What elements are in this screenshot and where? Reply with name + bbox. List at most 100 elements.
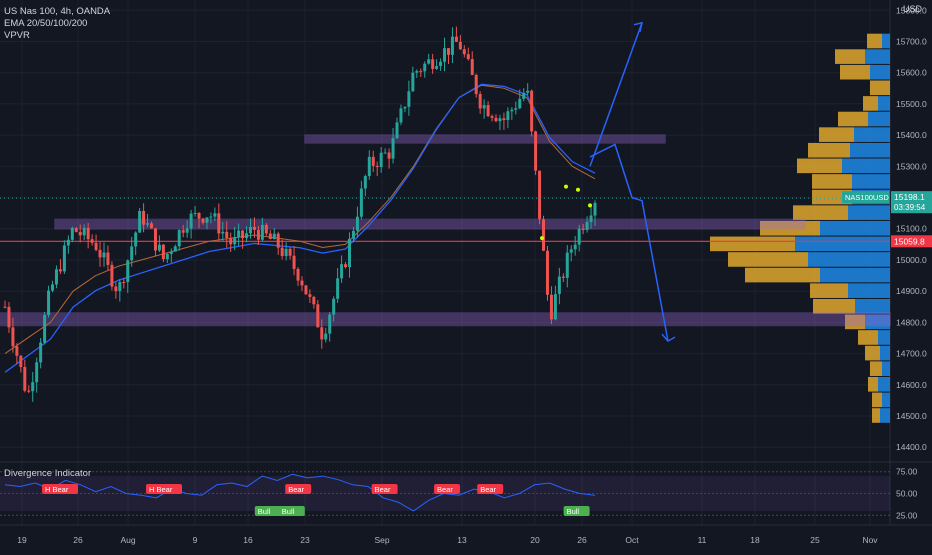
- vp-bar-up: [795, 236, 890, 252]
- candle-body: [39, 342, 43, 363]
- vp-bar-down: [863, 96, 878, 111]
- vp-bar-down: [797, 158, 842, 174]
- divergence-label-text: Bear: [288, 485, 304, 494]
- signal-dot: [576, 187, 580, 192]
- candle-body: [118, 282, 122, 292]
- candle-body: [126, 260, 130, 283]
- candle-body: [375, 165, 379, 168]
- candle-body: [407, 91, 411, 107]
- candle-body: [581, 228, 585, 230]
- candle-body: [138, 210, 142, 233]
- candle-body: [150, 223, 154, 229]
- vp-bar-up: [848, 283, 890, 298]
- ema-indicator-label[interactable]: EMA 20/50/100/200: [4, 18, 88, 29]
- candle-body: [82, 227, 86, 236]
- candle-body: [229, 238, 233, 245]
- candle-body: [478, 94, 482, 109]
- price-tick-label: 15700.0: [896, 37, 927, 47]
- candle-body: [197, 212, 201, 219]
- candle-body: [43, 315, 47, 343]
- candle-body: [419, 71, 423, 73]
- candle-body: [233, 237, 237, 245]
- candle-body: [332, 298, 336, 315]
- vp-bar-up: [882, 361, 890, 376]
- divergence-label-text: H Bear: [45, 485, 69, 494]
- candle-body: [264, 224, 268, 234]
- candle-body: [589, 215, 593, 222]
- candle-body: [209, 216, 213, 218]
- candle-body: [486, 105, 490, 117]
- vp-bar-up: [868, 111, 890, 127]
- vp-bar-down: [868, 376, 878, 392]
- candles: [3, 26, 597, 402]
- projection-arrowhead-up: [633, 21, 643, 32]
- candle-body: [19, 355, 23, 367]
- candle-body: [58, 269, 62, 272]
- price-tick-label: 15000.0: [896, 255, 927, 265]
- candle-body: [466, 54, 470, 60]
- projection-arrowhead-down: [661, 333, 676, 343]
- candle-body: [494, 117, 498, 122]
- vp-bar-up: [878, 376, 890, 392]
- candle-body: [450, 36, 454, 55]
- vp-bar-down: [710, 236, 795, 252]
- bull-label: [563, 506, 590, 516]
- candle-body: [502, 118, 506, 121]
- vp-bar-up: [878, 96, 890, 111]
- candle-body: [70, 227, 74, 240]
- candle-body: [260, 224, 264, 240]
- volume-profile: [710, 33, 890, 423]
- candle-body: [439, 61, 443, 67]
- signal-dot: [588, 203, 592, 208]
- candle-body: [177, 230, 181, 247]
- vp-bar-up: [880, 345, 890, 361]
- candle-body: [415, 71, 419, 73]
- candle-body: [534, 131, 538, 171]
- time-tick-label: 20: [530, 535, 540, 545]
- candle-body: [288, 248, 292, 256]
- candle-body: [181, 230, 185, 233]
- signal-dot: [540, 236, 544, 241]
- candle-body: [514, 108, 518, 110]
- vp-bar-up: [870, 64, 890, 80]
- divergence-label-text: Bear: [480, 485, 496, 494]
- vp-bar-up: [820, 267, 890, 283]
- candle-body: [122, 282, 126, 284]
- divergence-label-text: Bear: [437, 485, 453, 494]
- candle-body: [399, 108, 403, 123]
- candle-body: [577, 228, 581, 245]
- candle-body: [395, 122, 399, 139]
- candle-body: [142, 210, 146, 225]
- current-price-tag: [891, 191, 932, 214]
- divergence-label-text: Bear: [375, 485, 391, 494]
- candle-body: [98, 249, 102, 258]
- candle-body: [355, 216, 359, 231]
- candle-body: [106, 252, 110, 265]
- candle-body: [78, 231, 82, 236]
- divergence-indicator-title[interactable]: Divergence Indicator: [4, 468, 92, 479]
- vp-bar-up: [880, 408, 890, 423]
- candle-body: [324, 333, 328, 340]
- candle-body: [189, 213, 193, 229]
- symbol-title[interactable]: US Nas 100, 4h, OANDA: [4, 6, 111, 17]
- time-tick-label: 9: [193, 535, 198, 545]
- symbol-tag-text: NAS100USD: [845, 193, 889, 202]
- candle-body: [530, 90, 534, 132]
- candle-body: [256, 229, 260, 240]
- vpvr-indicator-label[interactable]: VPVR: [4, 30, 30, 41]
- candle-body: [470, 59, 474, 75]
- divergence-label-text: H Bear: [149, 485, 173, 494]
- bear-label: [42, 484, 78, 494]
- vp-bar-down: [867, 33, 882, 49]
- candle-body: [538, 170, 542, 220]
- candle-body: [379, 152, 383, 168]
- candle-body: [193, 212, 197, 214]
- support-resistance-band: [0, 312, 891, 327]
- currency-label: USD: [902, 4, 922, 14]
- vp-bar-up: [878, 330, 890, 345]
- candle-body: [367, 156, 371, 177]
- vp-bar-up: [855, 298, 890, 314]
- candle-body: [585, 221, 589, 230]
